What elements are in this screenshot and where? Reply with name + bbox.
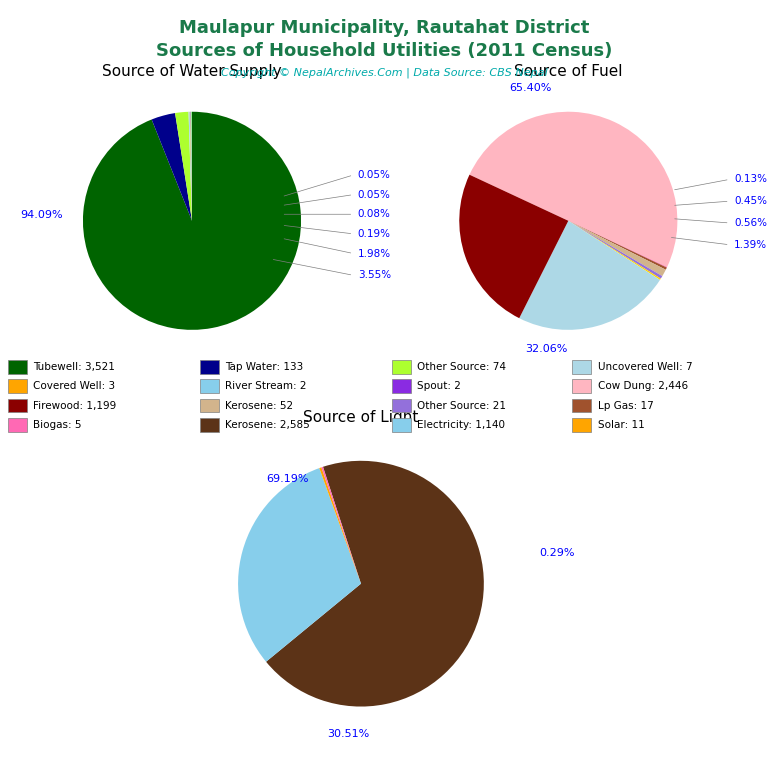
Wedge shape — [191, 111, 192, 221]
Title: Source of Water Supply: Source of Water Supply — [102, 65, 282, 79]
Text: Tap Water: 133: Tap Water: 133 — [225, 362, 303, 372]
Wedge shape — [568, 221, 660, 280]
Text: Other Source: 21: Other Source: 21 — [417, 400, 506, 411]
Wedge shape — [568, 221, 667, 270]
Text: 0.19%: 0.19% — [358, 229, 391, 239]
Text: Tubewell: 3,521: Tubewell: 3,521 — [33, 362, 115, 372]
Text: Electricity: 1,140: Electricity: 1,140 — [417, 419, 505, 430]
Text: 30.51%: 30.51% — [327, 729, 370, 739]
Text: 0.08%: 0.08% — [358, 209, 391, 219]
Wedge shape — [190, 112, 192, 221]
Text: Covered Well: 3: Covered Well: 3 — [33, 381, 115, 392]
Wedge shape — [568, 221, 666, 276]
Text: 94.09%: 94.09% — [20, 210, 63, 220]
Title: Source of Fuel: Source of Fuel — [514, 65, 623, 79]
Text: 0.05%: 0.05% — [358, 190, 391, 200]
Text: Spout: 2: Spout: 2 — [417, 381, 461, 392]
Wedge shape — [190, 112, 192, 221]
Text: Maulapur Municipality, Rautahat District: Maulapur Municipality, Rautahat District — [179, 19, 589, 37]
Text: Kerosene: 2,585: Kerosene: 2,585 — [225, 419, 310, 430]
Text: 1.39%: 1.39% — [734, 240, 767, 250]
Text: 1.98%: 1.98% — [358, 249, 391, 259]
Text: Uncovered Well: 7: Uncovered Well: 7 — [598, 362, 692, 372]
Text: Other Source: 74: Other Source: 74 — [417, 362, 506, 372]
Text: 0.45%: 0.45% — [734, 196, 767, 206]
Wedge shape — [568, 221, 667, 267]
Wedge shape — [190, 112, 192, 221]
Title: Source of Light: Source of Light — [303, 410, 419, 425]
Wedge shape — [568, 221, 662, 279]
Text: River Stream: 2: River Stream: 2 — [225, 381, 306, 392]
Wedge shape — [175, 112, 192, 221]
Text: 0.56%: 0.56% — [734, 218, 767, 228]
Text: 0.29%: 0.29% — [539, 548, 574, 558]
Wedge shape — [319, 468, 361, 584]
Wedge shape — [322, 467, 361, 584]
Wedge shape — [519, 221, 660, 329]
Text: 0.13%: 0.13% — [734, 174, 767, 184]
Wedge shape — [188, 112, 192, 221]
Text: Solar: 11: Solar: 11 — [598, 419, 644, 430]
Wedge shape — [83, 111, 301, 329]
Text: Biogas: 5: Biogas: 5 — [33, 419, 81, 430]
Text: Cow Dung: 2,446: Cow Dung: 2,446 — [598, 381, 687, 392]
Text: 32.06%: 32.06% — [525, 345, 568, 355]
Wedge shape — [151, 113, 192, 221]
Text: Firewood: 1,199: Firewood: 1,199 — [33, 400, 116, 411]
Text: 0.05%: 0.05% — [358, 170, 391, 180]
Wedge shape — [238, 468, 361, 662]
Text: 3.55%: 3.55% — [358, 270, 391, 280]
Text: 69.19%: 69.19% — [266, 474, 309, 485]
Wedge shape — [266, 461, 484, 707]
Wedge shape — [469, 112, 677, 267]
Text: Lp Gas: 17: Lp Gas: 17 — [598, 400, 654, 411]
Text: Sources of Household Utilities (2011 Census): Sources of Household Utilities (2011 Cen… — [156, 42, 612, 60]
Text: Kerosene: 52: Kerosene: 52 — [225, 400, 293, 411]
Text: Copyright © NepalArchives.Com | Data Source: CBS Nepal: Copyright © NepalArchives.Com | Data Sou… — [220, 68, 548, 78]
Text: 65.40%: 65.40% — [509, 83, 551, 93]
Wedge shape — [459, 174, 568, 318]
